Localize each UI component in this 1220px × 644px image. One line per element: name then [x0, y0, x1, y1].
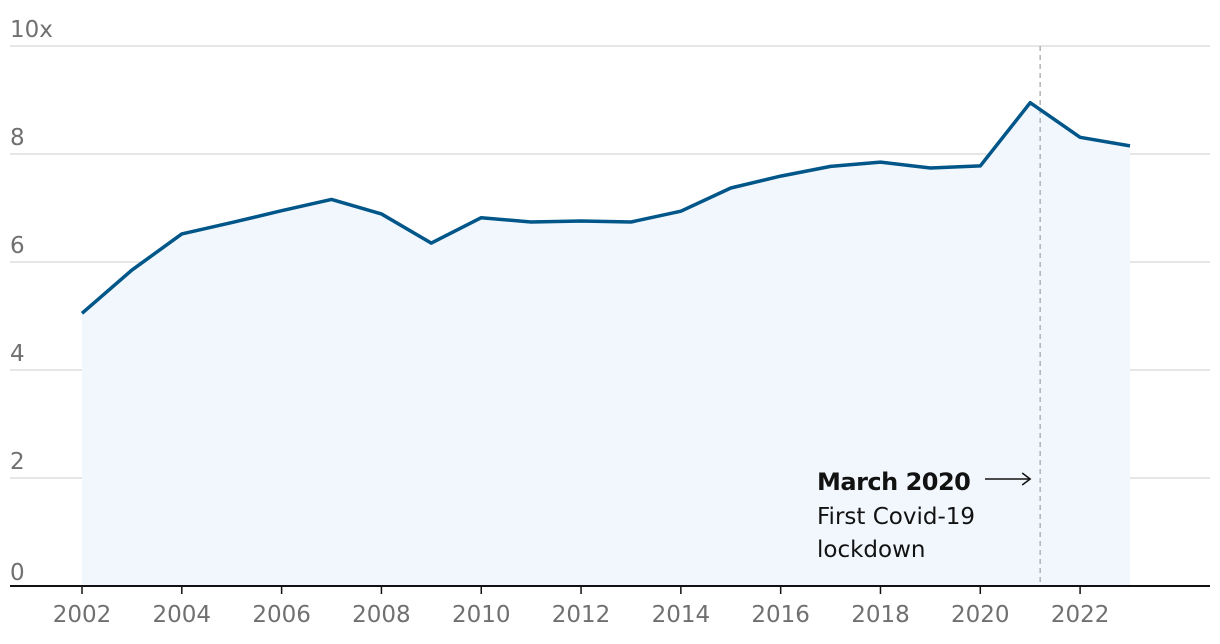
series-area: [82, 102, 1130, 586]
y-tick-label: 6: [10, 233, 25, 259]
annotation-text-line: First Covid-19: [817, 504, 975, 530]
x-tick-label: 2008: [352, 602, 411, 628]
annotation-text-line: lockdown: [817, 537, 926, 563]
y-tick-label: 4: [10, 341, 25, 367]
x-tick-label: 2012: [552, 602, 611, 628]
x-tick-label: 2022: [1051, 602, 1110, 628]
y-tick-label: 10x: [10, 17, 53, 43]
annotation-arrowhead: [1021, 472, 1032, 486]
y-axis-labels: 0 2 4 6 8 10x: [10, 17, 53, 586]
x-tick-label: 2010: [452, 602, 511, 628]
y-tick-label: 0: [10, 560, 25, 586]
x-tick-label: 2002: [53, 602, 112, 628]
x-tick-label: 2004: [153, 602, 212, 628]
y-tick-label: 2: [10, 449, 25, 475]
x-tick-label: 2006: [252, 602, 311, 628]
y-tick-label: 8: [10, 125, 25, 151]
x-tick-label: 2018: [851, 602, 910, 628]
x-tick-label: 2014: [652, 602, 711, 628]
x-axis-labels: 2002 2004 2006 2008 2010 2012 2014 2016 2018 2020…: [53, 586, 1110, 628]
series-line: [80, 100, 1131, 315]
x-tick-label: 2016: [751, 602, 810, 628]
annotation: March 2020 First Covid-19 lockdown: [817, 468, 1032, 563]
x-tick-label: 2020: [951, 602, 1010, 628]
annotation-title: March 2020: [817, 468, 970, 496]
